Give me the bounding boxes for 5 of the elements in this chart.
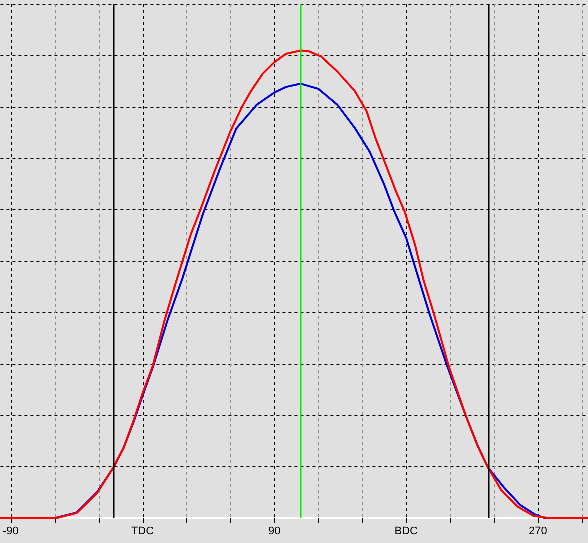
x-tick-label: -90 bbox=[2, 526, 19, 538]
x-tick-label: BDC bbox=[394, 526, 418, 538]
x-tick-label: 90 bbox=[268, 526, 281, 538]
x-tick-label: TDC bbox=[131, 526, 154, 538]
x-tick-label: 270 bbox=[529, 526, 548, 538]
